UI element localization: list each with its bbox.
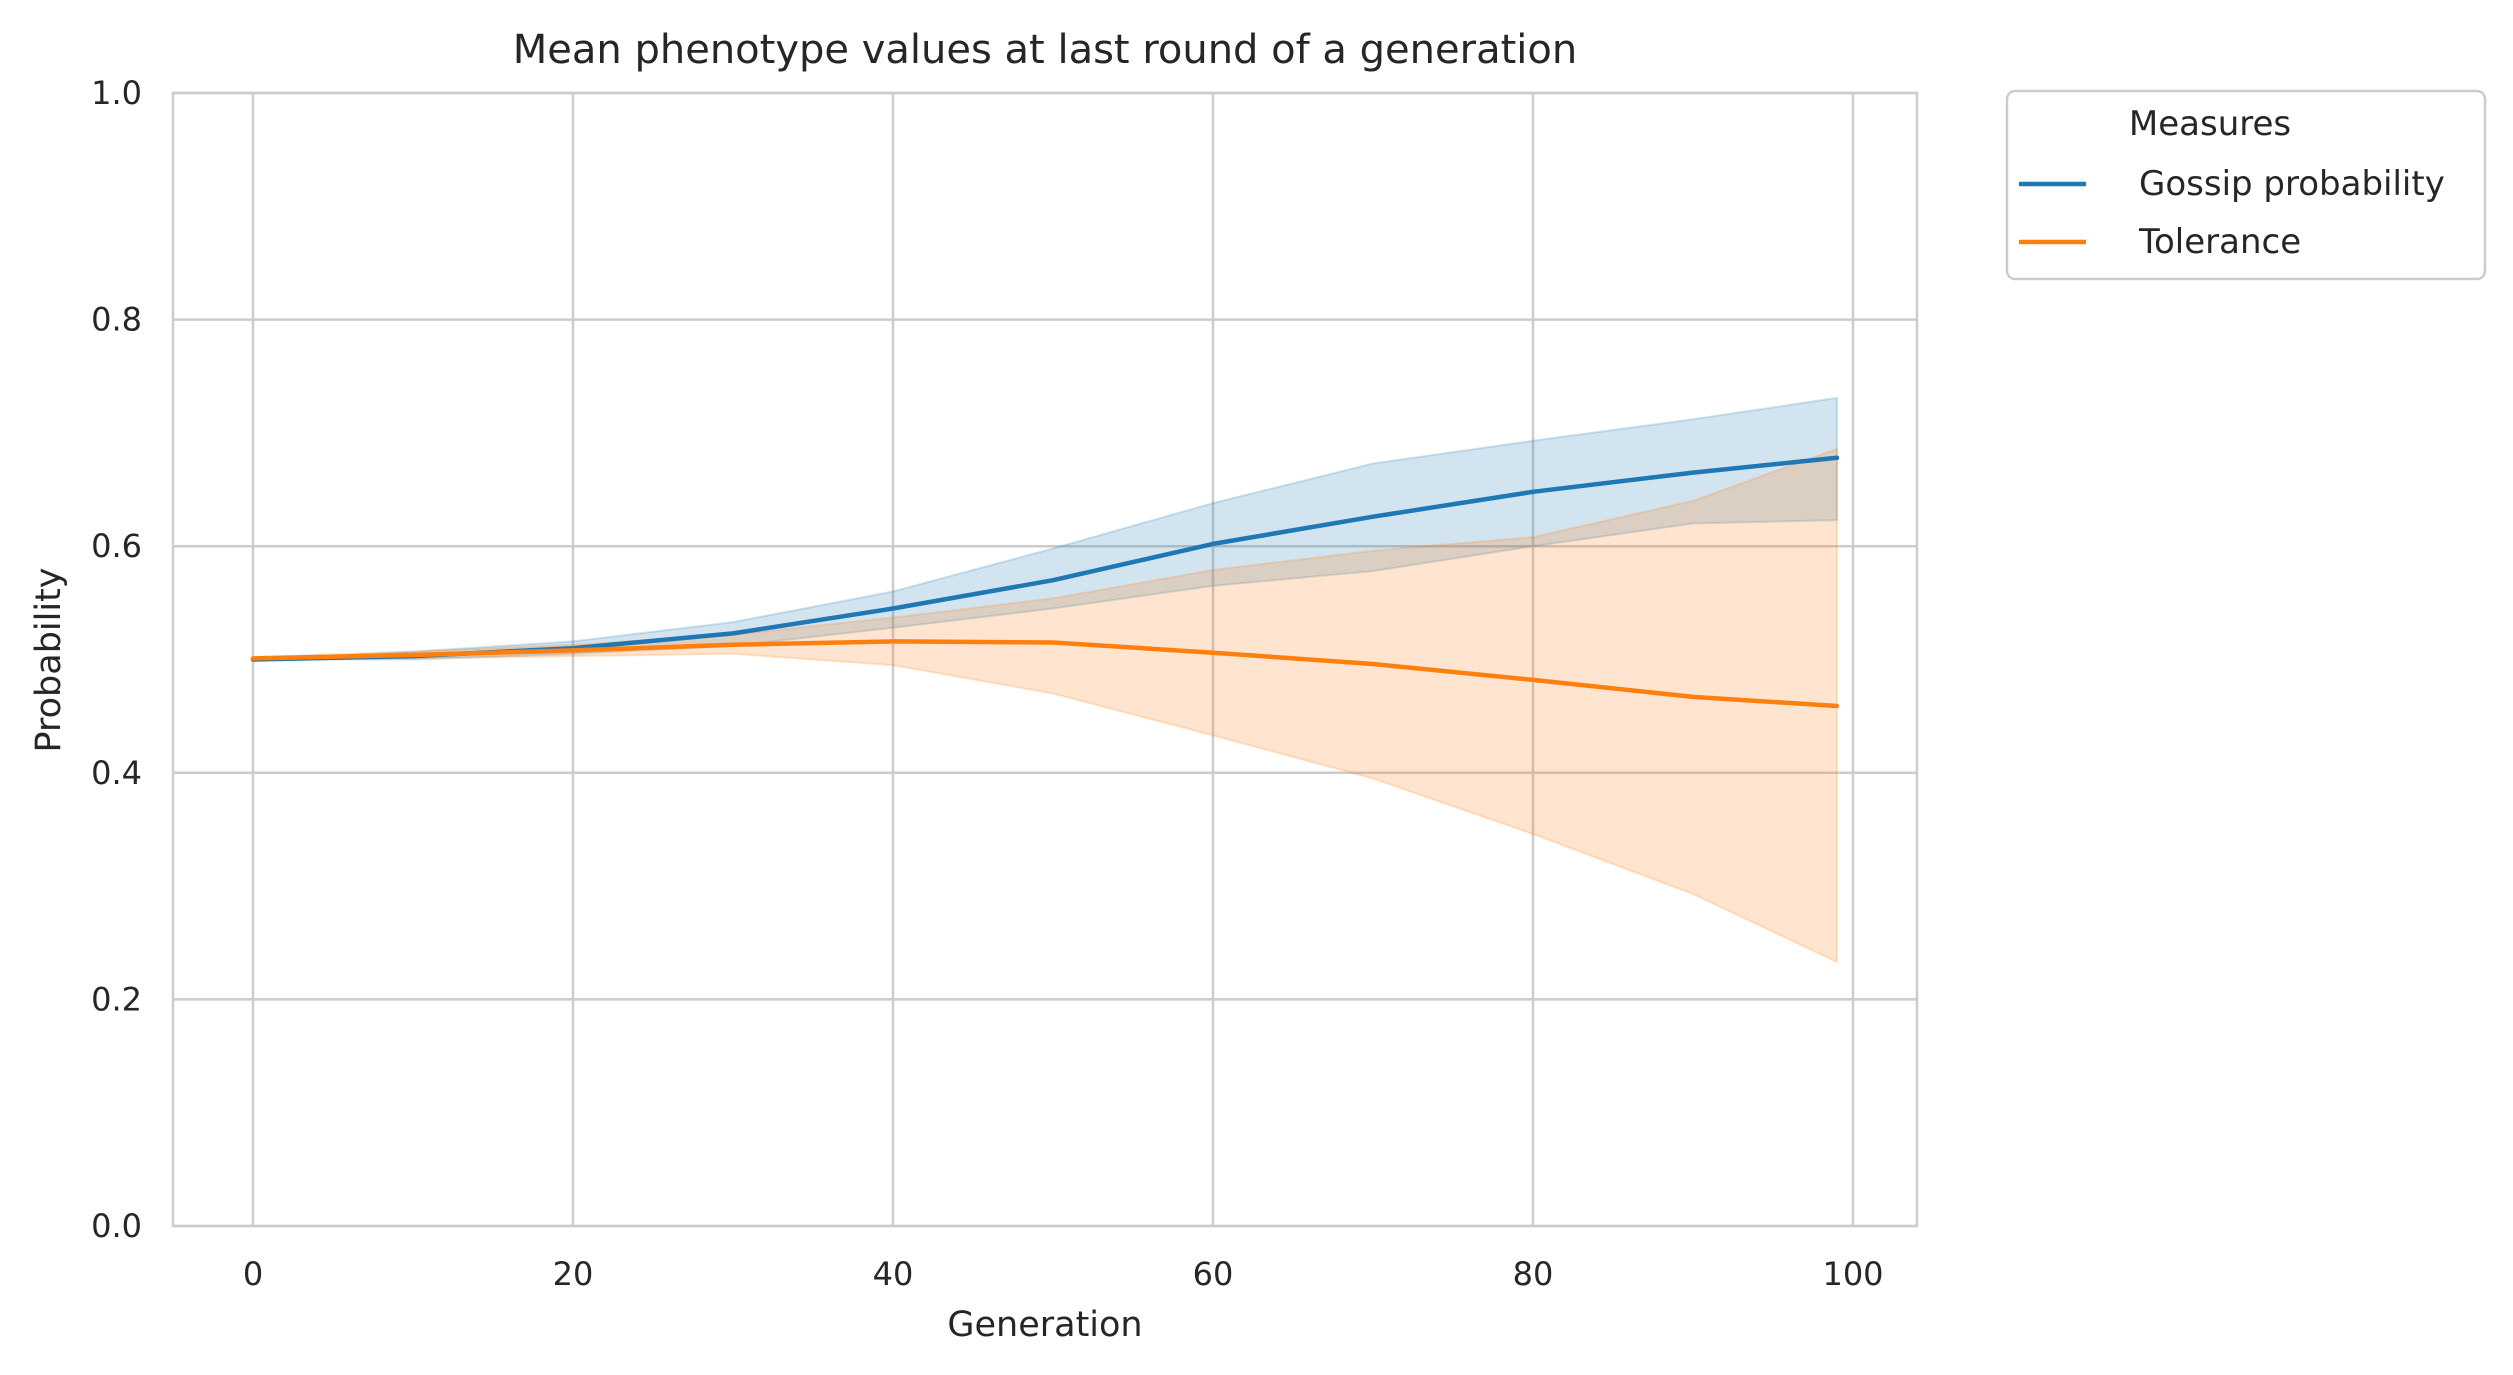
y-axis-label: Probability — [29, 567, 69, 752]
y-tick-label: 0.4 — [91, 754, 142, 792]
y-tick-labels: 0.0 0.2 0.4 0.6 0.8 1.0 — [91, 74, 142, 1245]
grid — [173, 91, 1917, 1228]
y-tick-label: 0.2 — [91, 980, 142, 1018]
series-line-tolerance — [250, 639, 1840, 709]
legend-label-tolerance: Tolerance — [2138, 222, 2301, 262]
x-tick-label: 20 — [553, 1255, 594, 1293]
x-tick-label: 100 — [1822, 1255, 1883, 1293]
x-tick-labels: 0 20 40 60 80 100 — [243, 1255, 1884, 1293]
legend-label-gossip-probability: Gossip probability — [2139, 164, 2445, 204]
x-tick-label: 40 — [873, 1255, 914, 1293]
x-tick-label: 0 — [243, 1255, 263, 1293]
x-axis-label: Generation — [947, 1305, 1142, 1345]
y-tick-label: 0.0 — [91, 1207, 142, 1245]
legend-frame — [2005, 89, 2487, 281]
chart-title: Mean phenotype values at last round of a… — [513, 27, 1577, 73]
y-tick-label: 0.6 — [91, 527, 142, 565]
series-lines — [250, 455, 1840, 709]
legend: Measures Gossip probability Tolerance — [2005, 89, 2487, 281]
y-tick-label: 0.8 — [91, 301, 142, 339]
x-tick-label: 80 — [1513, 1255, 1554, 1293]
y-tick-label: 1.0 — [91, 74, 142, 112]
x-tick-label: 60 — [1193, 1255, 1234, 1293]
confidence-band-tolerance — [252, 447, 1838, 964]
plot-frame — [171, 91, 1919, 1228]
legend-title: Measures — [2129, 104, 2291, 144]
